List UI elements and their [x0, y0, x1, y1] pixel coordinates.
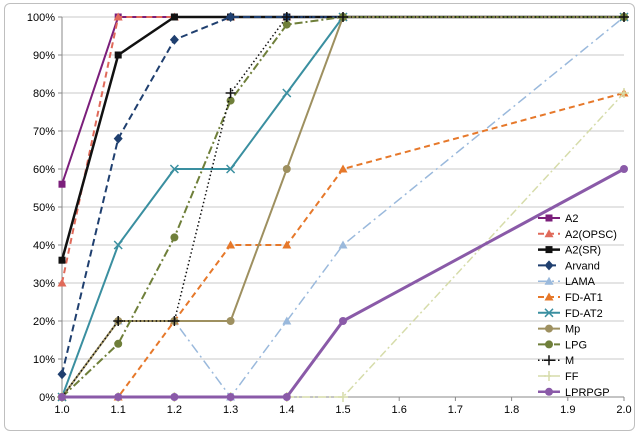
data-point	[114, 339, 123, 348]
x-tick-label: 1.2	[167, 404, 182, 416]
legend-marker	[544, 276, 554, 285]
data-point	[226, 317, 235, 325]
data-point	[339, 317, 347, 325]
data-point	[226, 96, 235, 105]
legend-label: LAMA	[565, 276, 596, 288]
series-lines	[57, 12, 629, 402]
data-point	[282, 240, 292, 249]
legend-label: LPRPGP	[565, 387, 610, 399]
x-tick-label: 1.6	[392, 404, 407, 416]
legend-marker	[544, 229, 554, 238]
data-point	[169, 34, 179, 45]
data-point	[338, 164, 348, 173]
y-tick-label: 40%	[33, 240, 55, 252]
data-point	[282, 393, 291, 401]
series-line	[61, 16, 624, 185]
x-tick-label: 1.0	[54, 404, 69, 416]
data-point	[282, 316, 292, 325]
legend-marker	[545, 324, 553, 333]
legend: A2 A2(OPSC) A2(SR) Arvand LAMA FD-AT1 FD-AT2 Mp…	[538, 213, 617, 399]
data-point	[58, 180, 66, 188]
legend-marker	[544, 371, 554, 381]
data-point	[338, 240, 348, 249]
x-tick-label: 1.3	[223, 404, 238, 416]
x-tick-label: 1.4	[279, 404, 294, 416]
y-tick-label: 90%	[33, 50, 55, 62]
data-point	[114, 393, 123, 401]
legend-marker	[545, 387, 553, 396]
legend-label: FD-AT2	[565, 308, 603, 320]
data-point	[113, 316, 124, 326]
x-tick-label: 2.0	[616, 404, 631, 416]
y-tick-label: 80%	[33, 88, 55, 100]
legend-label: A2(OPSC)	[565, 229, 617, 241]
legend-label: A2(SR)	[565, 245, 601, 257]
legend-label: Arvand	[565, 260, 600, 272]
data-point	[226, 393, 235, 401]
legend-marker	[544, 308, 554, 318]
data-point	[57, 369, 67, 380]
x-tick-label: 1.5	[335, 404, 350, 416]
data-point	[620, 165, 628, 173]
data-point	[225, 88, 236, 98]
data-point	[113, 133, 123, 144]
y-tick-label: 70%	[33, 126, 55, 138]
data-point	[226, 164, 236, 174]
data-point	[169, 164, 179, 174]
y-tick-label: 100%	[27, 12, 55, 24]
data-point	[226, 12, 236, 22]
data-point	[619, 12, 629, 22]
legend-marker	[544, 355, 554, 366]
legend-label: M	[565, 355, 574, 367]
y-tick-label: 10%	[33, 354, 55, 366]
grid-lines	[62, 16, 624, 360]
data-point	[169, 316, 180, 326]
legend-marker	[545, 340, 553, 349]
legend-label: Mp	[565, 324, 580, 336]
y-tick-label: 30%	[33, 278, 55, 290]
data-point	[226, 240, 236, 249]
data-point	[338, 12, 348, 22]
legend-marker	[544, 292, 554, 301]
data-point	[170, 13, 178, 21]
legend-label: FF	[565, 371, 579, 383]
x-tick-label: 1.8	[504, 404, 519, 416]
data-point	[113, 240, 123, 250]
data-point	[113, 12, 123, 21]
data-point	[282, 165, 291, 173]
legend-marker	[544, 260, 554, 271]
x-tick-label: 1.1	[111, 404, 126, 416]
legend-label: LPG	[565, 339, 587, 351]
data-point	[338, 392, 348, 402]
data-point	[619, 88, 629, 98]
data-point	[114, 51, 122, 59]
legend-label: A2	[565, 213, 578, 225]
x-tick-label: 1.7	[448, 404, 463, 416]
series-line	[60, 15, 624, 261]
y-tick-label: 0%	[39, 392, 55, 404]
data-point	[170, 233, 179, 242]
data-point	[170, 393, 179, 401]
data-point	[58, 393, 66, 401]
data-point	[57, 278, 67, 287]
data-point	[58, 256, 66, 264]
data-point	[281, 12, 292, 22]
data-point	[282, 20, 291, 29]
y-tick-label: 60%	[33, 164, 55, 176]
legend-label: FD-AT1	[565, 292, 603, 304]
y-tick-label: 50%	[33, 202, 55, 214]
legend-marker	[545, 214, 553, 222]
chart-frame	[4, 3, 635, 431]
data-point	[282, 88, 292, 98]
x-tick-label: 1.9	[560, 404, 575, 416]
legend-marker	[545, 246, 553, 254]
y-tick-label: 20%	[33, 316, 55, 328]
